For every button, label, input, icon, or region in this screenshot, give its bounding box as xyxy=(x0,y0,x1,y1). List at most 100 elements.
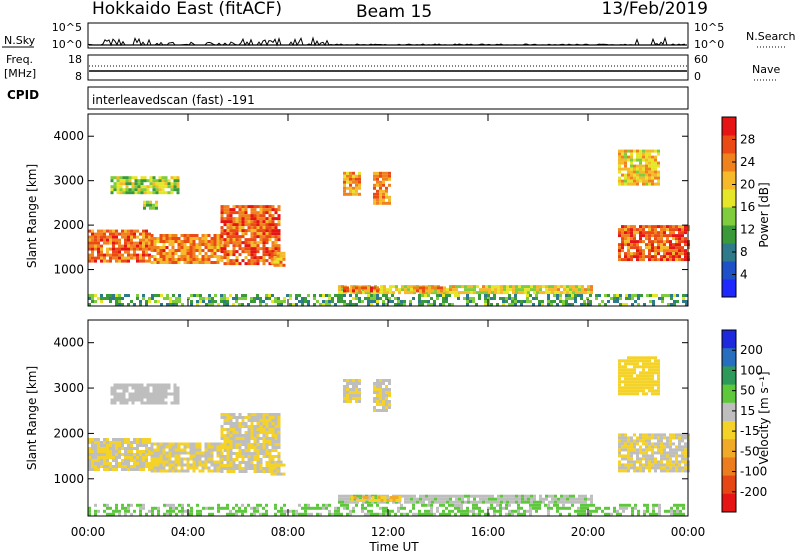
power-cell xyxy=(388,297,391,300)
power-cell xyxy=(256,205,260,209)
velocity-cell xyxy=(621,463,624,467)
power-cell xyxy=(113,185,117,189)
velocity-cell xyxy=(678,469,681,473)
power-cell xyxy=(190,303,193,306)
velocity-cell xyxy=(210,460,214,464)
power-cell xyxy=(247,226,251,230)
power-cell xyxy=(153,246,157,249)
velocity-cell xyxy=(377,496,381,499)
velocity-cell xyxy=(684,457,687,461)
power-cell xyxy=(355,294,358,297)
velocity-cell xyxy=(681,451,684,455)
power-cell xyxy=(577,294,580,297)
power-cell xyxy=(651,149,654,153)
velocity-cell xyxy=(651,466,654,470)
power-cell xyxy=(356,291,359,295)
power-cell xyxy=(136,241,139,245)
velocity-cell xyxy=(115,456,118,459)
power-cell xyxy=(192,237,196,240)
power-cell xyxy=(186,249,190,252)
power-colorbar-tick-label: 16 xyxy=(740,200,755,214)
velocity-cell xyxy=(660,439,663,443)
power-cell xyxy=(210,243,214,246)
velocity-cell xyxy=(235,464,239,467)
power-cell xyxy=(134,179,138,183)
velocity-cell xyxy=(319,512,322,516)
power-cell xyxy=(373,195,376,199)
power-cell xyxy=(247,250,251,254)
velocity-cell xyxy=(388,388,391,391)
power-cell xyxy=(143,188,147,192)
power-cell xyxy=(428,291,431,295)
velocity-cell xyxy=(247,443,251,446)
velocity-cell xyxy=(398,496,402,499)
power-cell xyxy=(433,303,436,306)
velocity-cell xyxy=(150,451,154,455)
velocity-cell xyxy=(119,383,123,387)
velocity-colorbar-block xyxy=(722,366,736,386)
velocity-cell xyxy=(265,512,268,516)
power-cell xyxy=(183,234,187,237)
velocity-cell xyxy=(334,509,337,513)
velocity-cell xyxy=(684,451,687,455)
power-cell xyxy=(574,294,577,297)
velocity-cell xyxy=(621,365,624,369)
velocity-cell xyxy=(627,380,630,384)
power-cell xyxy=(663,243,666,247)
power-cell xyxy=(533,291,536,295)
power-cell xyxy=(190,294,193,297)
velocity-cell xyxy=(250,455,254,458)
velocity-cell xyxy=(220,446,224,449)
velocity-cell xyxy=(571,503,574,507)
velocity-cell xyxy=(358,394,361,397)
velocity-cell xyxy=(642,377,645,381)
velocity-cell xyxy=(220,452,224,455)
power-cell xyxy=(503,288,506,292)
velocity-cell xyxy=(172,506,175,510)
power-cell xyxy=(575,285,578,289)
power-cell xyxy=(648,158,651,162)
velocity-cell xyxy=(274,440,278,443)
velocity-cell xyxy=(491,500,494,504)
power-cell xyxy=(648,161,651,165)
power-cell xyxy=(569,288,572,292)
velocity-cell xyxy=(304,512,307,516)
velocity-cell xyxy=(241,470,245,473)
velocity-cell xyxy=(97,447,100,450)
velocity-cell xyxy=(124,506,127,510)
velocity-cell xyxy=(298,512,301,516)
power-cell xyxy=(367,289,370,293)
velocity-cell xyxy=(621,445,624,449)
velocity-cell xyxy=(670,512,673,516)
velocity-cell xyxy=(642,374,645,378)
velocity-cell xyxy=(279,463,283,467)
power-cell xyxy=(595,294,598,297)
velocity-cell xyxy=(651,392,654,396)
velocity-cell xyxy=(639,383,642,387)
power-cell xyxy=(139,253,142,257)
velocity-cell xyxy=(247,416,251,419)
power-cell xyxy=(601,300,604,303)
velocity-cell xyxy=(630,466,633,470)
velocity-cell xyxy=(349,379,352,382)
velocity-cell xyxy=(274,431,278,434)
velocity-cell xyxy=(521,500,524,504)
power-cell xyxy=(91,259,94,263)
velocity-cell xyxy=(274,437,278,440)
velocity-cell xyxy=(618,469,621,473)
velocity-cell xyxy=(404,494,407,498)
power-cell xyxy=(627,237,630,241)
velocity-cell xyxy=(97,444,100,447)
velocity-cell xyxy=(94,468,97,471)
power-cell xyxy=(619,297,622,300)
velocity-cell xyxy=(118,450,121,453)
velocity-cell xyxy=(658,509,661,513)
velocity-cell xyxy=(265,452,269,455)
power-cell xyxy=(636,155,639,159)
velocity-cell xyxy=(472,506,475,510)
velocity-cell xyxy=(213,469,217,473)
power-cell xyxy=(175,297,178,300)
velocity-cell xyxy=(382,409,385,412)
velocity-cell xyxy=(645,451,648,455)
velocity-cell xyxy=(247,440,251,443)
